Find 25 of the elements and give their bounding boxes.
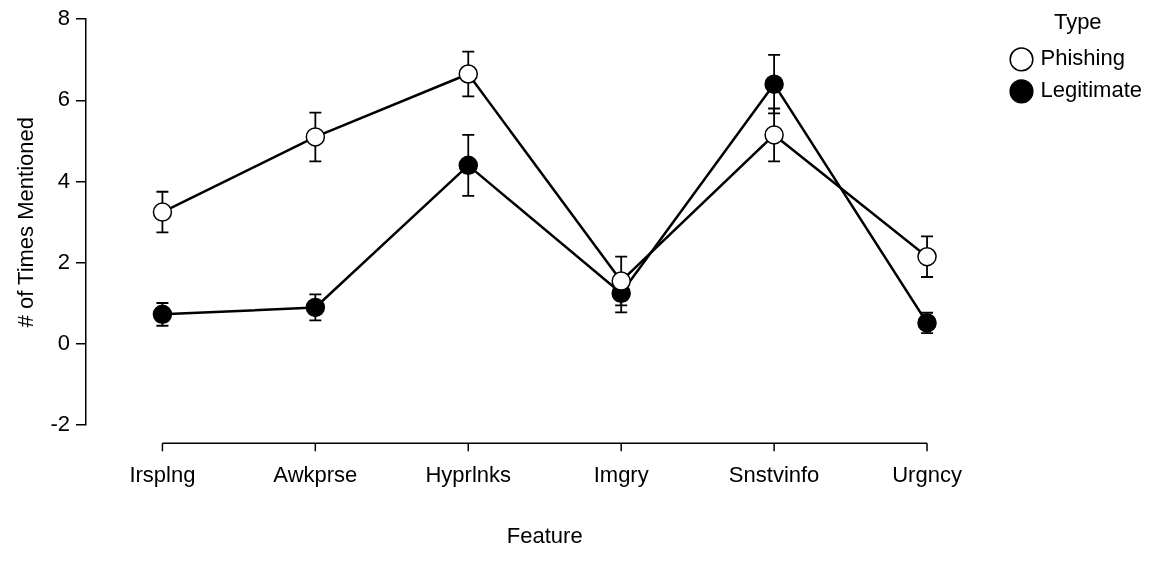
y-tick-label: 8 <box>57 5 70 31</box>
point <box>305 127 326 147</box>
y-tick-label: 2 <box>57 248 70 274</box>
x-tick-label: Imgry <box>593 462 649 488</box>
y-tick-label: 4 <box>57 167 70 193</box>
x-axis-title: Feature <box>506 522 583 548</box>
point <box>764 125 784 145</box>
y-axis-title: # of Times Mentioned <box>13 117 39 328</box>
legend-label: Phishing <box>1040 45 1125 71</box>
legend-label: Legitimate <box>1040 77 1143 103</box>
point <box>458 64 479 84</box>
x-tick-label: Hyprlnks <box>425 462 512 488</box>
x-tick-label: Awkprse <box>273 462 358 488</box>
point <box>458 155 479 176</box>
y-tick-label: -2 <box>50 411 70 437</box>
x-tick-label: Snstvinfo <box>728 462 820 488</box>
point <box>764 74 784 94</box>
point <box>611 271 631 291</box>
point <box>152 202 173 222</box>
x-tick-label: Irsplng <box>129 462 196 488</box>
point <box>917 246 937 267</box>
legend-title: Type <box>1053 9 1102 35</box>
y-tick-label: 0 <box>57 330 70 356</box>
y-tick-label: 6 <box>57 86 70 112</box>
x-tick-label: Urgncy <box>892 462 962 488</box>
